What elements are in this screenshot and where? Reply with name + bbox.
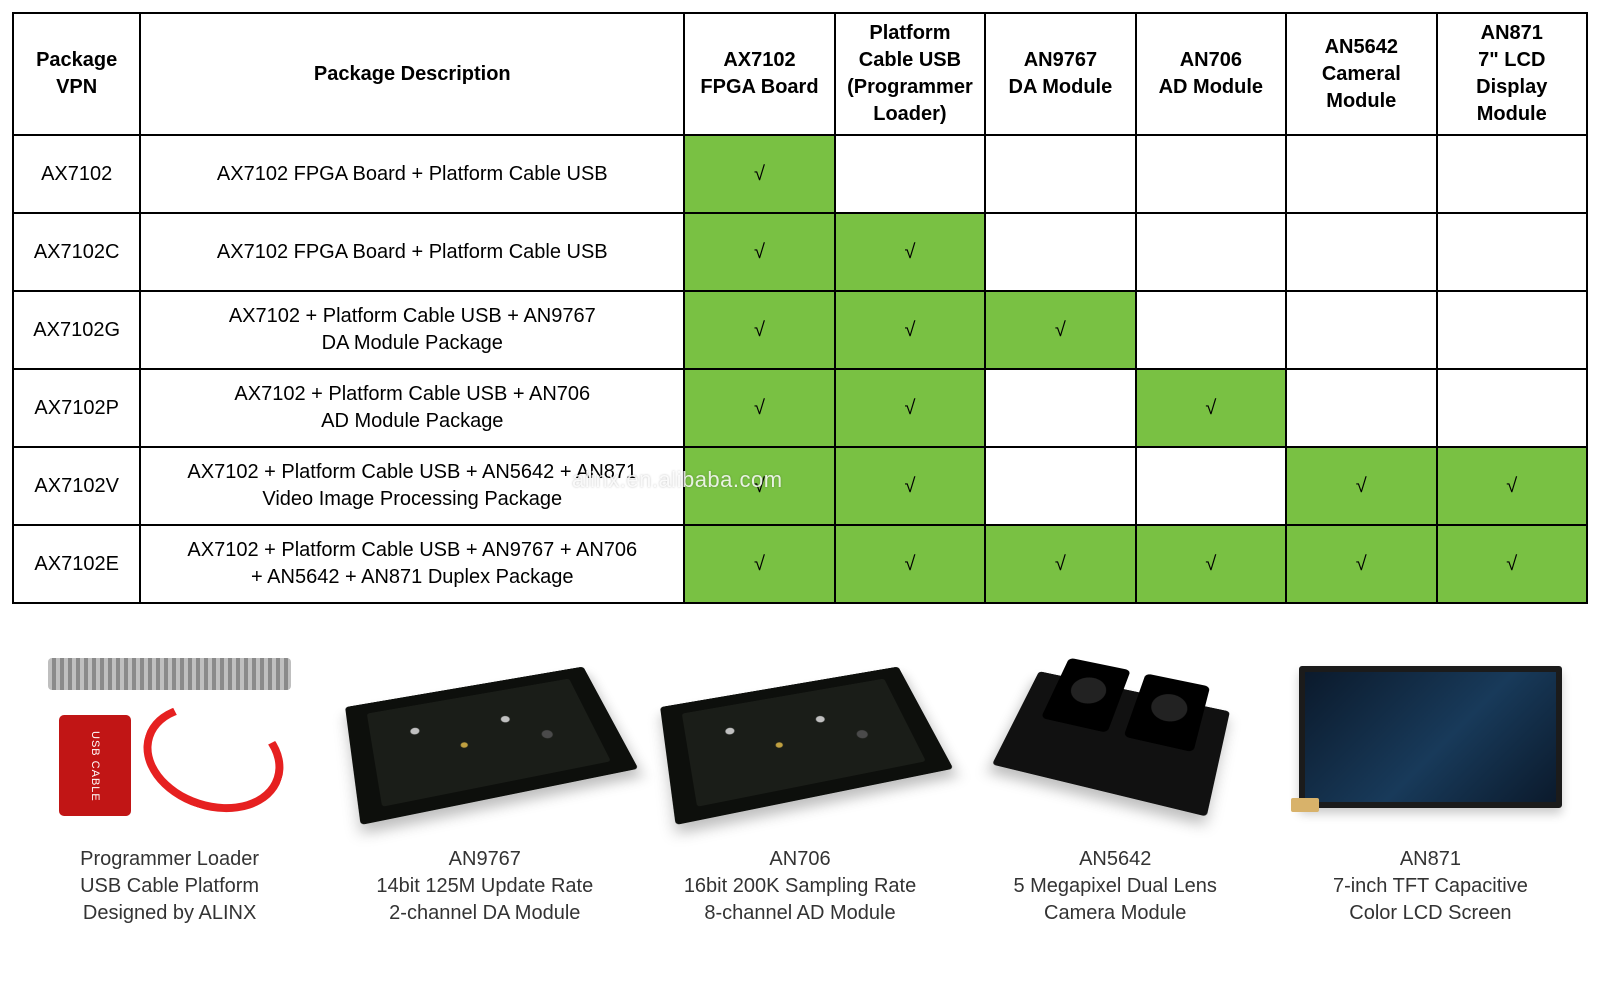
board-icon bbox=[345, 667, 638, 826]
cell-desc: AX7102 FPGA Board + Platform Cable USB bbox=[140, 135, 684, 213]
cell-check bbox=[1437, 291, 1587, 369]
table-row: AX7102GAX7102 + Platform Cable USB + AN9… bbox=[13, 291, 1587, 369]
product-thumb bbox=[335, 632, 634, 842]
cell-check: √ bbox=[835, 213, 985, 291]
cell-check bbox=[985, 369, 1135, 447]
cell-check: √ bbox=[684, 525, 834, 603]
cell-check bbox=[1437, 135, 1587, 213]
col-header-m1: Platform Cable USB (Programmer Loader) bbox=[835, 13, 985, 135]
cell-check bbox=[1286, 213, 1436, 291]
cell-check: √ bbox=[684, 291, 834, 369]
product-card: AN871 7-inch TFT Capacitive Color LCD Sc… bbox=[1273, 632, 1588, 927]
header-row: Package VPNPackage DescriptionAX7102 FPG… bbox=[13, 13, 1587, 135]
product-thumb bbox=[965, 632, 1264, 842]
cell-vpn: AX7102E bbox=[13, 525, 140, 603]
cell-desc: AX7102 FPGA Board + Platform Cable USB bbox=[140, 213, 684, 291]
cell-vpn: AX7102V bbox=[13, 447, 140, 525]
cell-check: √ bbox=[1136, 369, 1286, 447]
table-head: Package VPNPackage DescriptionAX7102 FPG… bbox=[13, 13, 1587, 135]
board-icon bbox=[660, 667, 953, 826]
cell-check bbox=[1286, 369, 1436, 447]
product-thumb bbox=[650, 632, 949, 842]
col-header-m5: AN871 7" LCD Display Module bbox=[1437, 13, 1587, 135]
table-row: AX7102EAX7102 + Platform Cable USB + AN9… bbox=[13, 525, 1587, 603]
col-header-desc: Package Description bbox=[140, 13, 684, 135]
col-header-m0: AX7102 FPGA Board bbox=[684, 13, 834, 135]
cell-check: √ bbox=[835, 369, 985, 447]
cell-check: √ bbox=[684, 213, 834, 291]
camera-icon bbox=[992, 671, 1230, 816]
cell-desc: AX7102 + Platform Cable USB + AN9767 DA … bbox=[140, 291, 684, 369]
product-thumb: USB CABLE bbox=[20, 632, 319, 842]
product-card: AN706 16bit 200K Sampling Rate 8-channel… bbox=[642, 632, 957, 927]
cell-check: √ bbox=[835, 291, 985, 369]
cell-check: √ bbox=[985, 525, 1135, 603]
cell-check bbox=[1286, 135, 1436, 213]
cell-check: √ bbox=[835, 447, 985, 525]
cell-check bbox=[1136, 213, 1286, 291]
table-row: AX7102AX7102 FPGA Board + Platform Cable… bbox=[13, 135, 1587, 213]
cell-check bbox=[1136, 135, 1286, 213]
product-thumb bbox=[1281, 632, 1580, 842]
cell-check: √ bbox=[985, 291, 1135, 369]
cell-check: √ bbox=[835, 525, 985, 603]
product-card: AN5642 5 Megapixel Dual Lens Camera Modu… bbox=[958, 632, 1273, 927]
table-row: AX7102VAX7102 + Platform Cable USB + AN5… bbox=[13, 447, 1587, 525]
cell-check bbox=[985, 135, 1135, 213]
cell-check bbox=[1136, 291, 1286, 369]
loader-icon: USB CABLE bbox=[32, 647, 307, 828]
cell-vpn: AX7102 bbox=[13, 135, 140, 213]
col-header-m2: AN9767 DA Module bbox=[985, 13, 1135, 135]
product-strip: USB CABLE Programmer Loader USB Cable Pla… bbox=[12, 632, 1588, 927]
product-card: AN9767 14bit 125M Update Rate 2-channel … bbox=[327, 632, 642, 927]
cell-check: √ bbox=[684, 447, 834, 525]
cell-desc: AX7102 + Platform Cable USB + AN706 AD M… bbox=[140, 369, 684, 447]
lcd-icon bbox=[1299, 666, 1563, 809]
product-card: USB CABLE Programmer Loader USB Cable Pla… bbox=[12, 632, 327, 927]
col-header-m4: AN5642 Cameral Module bbox=[1286, 13, 1436, 135]
product-caption: AN9767 14bit 125M Update Rate 2-channel … bbox=[376, 846, 593, 927]
cell-check: √ bbox=[1286, 447, 1436, 525]
cell-check bbox=[1136, 447, 1286, 525]
cell-check: √ bbox=[684, 135, 834, 213]
product-caption: AN871 7-inch TFT Capacitive Color LCD Sc… bbox=[1333, 846, 1528, 927]
col-header-vpn: Package VPN bbox=[13, 13, 140, 135]
product-caption: AN706 16bit 200K Sampling Rate 8-channel… bbox=[684, 846, 916, 927]
table-body: AX7102AX7102 FPGA Board + Platform Cable… bbox=[13, 135, 1587, 603]
cell-check bbox=[835, 135, 985, 213]
product-caption: AN5642 5 Megapixel Dual Lens Camera Modu… bbox=[1013, 846, 1216, 927]
col-header-m3: AN706 AD Module bbox=[1136, 13, 1286, 135]
cell-check: √ bbox=[1136, 525, 1286, 603]
cell-vpn: AX7102P bbox=[13, 369, 140, 447]
table-row: AX7102CAX7102 FPGA Board + Platform Cabl… bbox=[13, 213, 1587, 291]
cell-check: √ bbox=[1286, 525, 1436, 603]
cell-vpn: AX7102G bbox=[13, 291, 140, 369]
cell-check: √ bbox=[1437, 447, 1587, 525]
package-table-wrap: Package VPNPackage DescriptionAX7102 FPG… bbox=[12, 12, 1588, 604]
cell-check bbox=[985, 447, 1135, 525]
product-caption: Programmer Loader USB Cable Platform Des… bbox=[80, 846, 259, 927]
cell-desc: AX7102 + Platform Cable USB + AN9767 + A… bbox=[140, 525, 684, 603]
table-row: AX7102PAX7102 + Platform Cable USB + AN7… bbox=[13, 369, 1587, 447]
cell-check: √ bbox=[684, 369, 834, 447]
cell-desc: AX7102 + Platform Cable USB + AN5642 + A… bbox=[140, 447, 684, 525]
package-table: Package VPNPackage DescriptionAX7102 FPG… bbox=[12, 12, 1588, 604]
cell-vpn: AX7102C bbox=[13, 213, 140, 291]
cell-check bbox=[985, 213, 1135, 291]
cell-check bbox=[1286, 291, 1436, 369]
cell-check: √ bbox=[1437, 525, 1587, 603]
cell-check bbox=[1437, 213, 1587, 291]
cell-check bbox=[1437, 369, 1587, 447]
